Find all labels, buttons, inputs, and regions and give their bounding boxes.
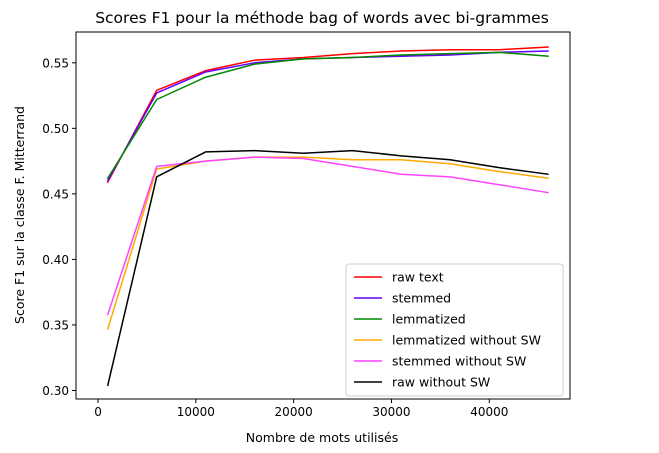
plot-lines — [106, 46, 549, 387]
x-tick-label: 20000 — [275, 405, 313, 419]
legend-entry: lemmatized — [392, 312, 466, 327]
legend-entry: stemmed — [392, 291, 451, 306]
y-tick-label: 0.40 — [42, 253, 69, 267]
y-axis: 0.30 0.35 0.40 0.45 0.50 0.55 — [42, 56, 76, 398]
plot-area-frame — [75, 31, 571, 400]
series-line-1 — [106, 50, 549, 182]
x-tick-label: 30000 — [372, 405, 410, 419]
legend-entry: lemmatized without SW — [392, 333, 541, 348]
y-tick-label: 0.35 — [42, 318, 69, 332]
x-tick-label: 40000 — [470, 405, 508, 419]
x-tick-label: 10000 — [177, 405, 215, 419]
y-axis-label: Score F1 sur la classe F. Mitterrand — [12, 106, 27, 324]
x-axis-label: Nombre de mots utilisés — [246, 430, 398, 445]
x-axis: 0 10000 20000 30000 40000 — [94, 399, 508, 419]
y-tick-label: 0.55 — [42, 56, 69, 70]
legend-entry: stemmed without SW — [392, 354, 526, 369]
legend-entry: raw without SW — [392, 375, 490, 390]
legend-box — [345, 263, 564, 397]
y-tick-label: 0.45 — [42, 187, 69, 201]
legend: raw text stemmed lemmatized lemmatized with… — [345, 263, 564, 397]
x-tick-label: 0 — [94, 405, 102, 419]
series-line-2 — [106, 51, 549, 180]
series-line-5 — [106, 149, 549, 387]
series-line-0 — [106, 46, 549, 184]
y-tick-label: 0.30 — [42, 384, 69, 398]
chart-title: Scores F1 pour la méthode bag of words a… — [95, 9, 549, 27]
legend-entry: raw text — [392, 270, 444, 285]
y-tick-label: 0.50 — [42, 122, 69, 136]
